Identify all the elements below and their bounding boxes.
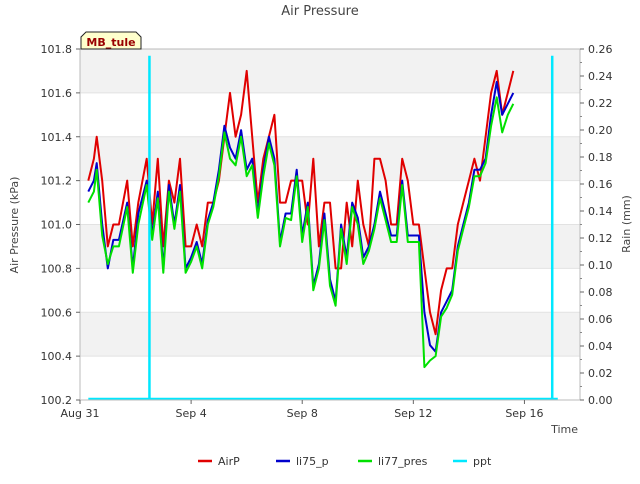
y2-tick-label: 0.04 [588,340,613,353]
y-tick-label: 101.8 [41,43,73,56]
series-layer [87,55,558,401]
plot-band [80,49,580,93]
plot-band [80,224,580,269]
legend-label-li75-p: li75_p [296,455,329,468]
y2-tick-label: 0.20 [588,124,613,137]
x-tick-label: Sep 8 [287,407,318,420]
y-tick-label: 100.4 [41,350,73,363]
x-tick-label: Aug 31 [61,407,100,420]
y2-tick-label: 0.06 [588,313,613,326]
y-tick-label: 101.2 [41,175,73,188]
y2-axis: 0.00 0.02 0.04 0.06 0.08 0.10 0.12 0.14 0.16 0.18… [580,43,613,407]
y-tick-label: 100.2 [41,394,73,407]
y2-tick-label: 0.26 [588,43,613,56]
y2-tick-label: 0.00 [588,394,613,407]
y-tick-label: 101.4 [41,131,73,144]
y2-tick-label: 0.18 [588,151,613,164]
x-tick-label: Sep 12 [394,407,432,420]
legend: AirP li75_p li77_pres ppt [198,455,492,468]
y2-tick-label: 0.12 [588,232,613,245]
y2-tick-label: 0.02 [588,367,613,380]
y2-tick-label: 0.14 [588,205,613,218]
y-axis-label: Air Pressure (kPa) [8,177,21,274]
y-tick-label: 100.8 [41,262,73,275]
plot-band [80,136,580,181]
legend-label-airp: AirP [218,455,240,468]
y-axis: 100.2 100.4 100.6 100.8 101.0 101.2 101.4 101.6… [41,43,80,407]
y-tick-label: 101.0 [41,219,73,232]
x-tick-label: Sep 4 [175,407,206,420]
y2-tick-label: 0.08 [588,286,613,299]
y-tick-label: 101.6 [41,87,73,100]
x-tick-label: Sep 16 [505,407,543,420]
plot-band [80,312,580,357]
plot-band [80,356,580,400]
x-axis-label: Time [550,423,578,436]
series-li77-pres-line [87,96,515,369]
y2-tick-label: 0.24 [588,70,613,83]
series-airp-line [87,69,515,336]
y2-axis-label: Rain (mm) [620,195,633,253]
legend-label-li77-pres: li77_pres [378,455,428,468]
y2-tick-label: 0.10 [588,259,613,272]
site-label-box: MB_tule [80,31,142,50]
legend-label-ppt: ppt [473,455,492,468]
y-tick-label: 100.6 [41,306,73,319]
site-label-bg [80,31,142,50]
chart-title: Air Pressure [281,4,359,19]
y2-tick-label: 0.16 [588,178,613,191]
site-label: MB_tule [86,36,135,49]
plot-band [80,92,580,137]
x-axis: Aug 31 Sep 4 Sep 8 Sep 12 Sep 16 [61,400,544,420]
y2-tick-label: 0.22 [588,97,613,110]
